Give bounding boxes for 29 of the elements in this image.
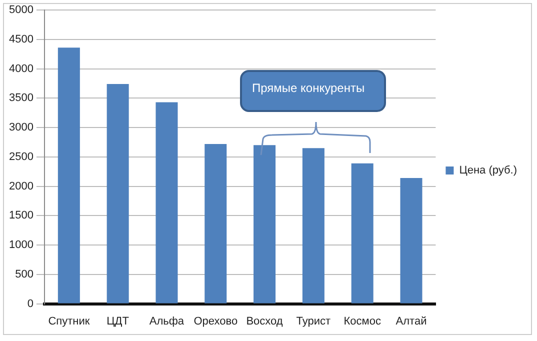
- y-tick-label: 2500: [8, 150, 34, 163]
- x-tick-label: Турист: [296, 315, 331, 328]
- y-tick-label: 4500: [8, 33, 34, 46]
- x-tick-label: Альфа: [149, 315, 185, 328]
- x-tick-label: Спутник: [48, 315, 90, 328]
- bar: [106, 84, 129, 304]
- bar: [400, 178, 422, 304]
- y-tick-label: 2000: [8, 180, 34, 192]
- bar: [351, 163, 374, 304]
- bar: [156, 102, 178, 304]
- bar: [254, 145, 276, 304]
- y-tick-label: 4000: [8, 62, 34, 75]
- bar: [302, 148, 324, 304]
- y-tick-label: 3000: [8, 122, 34, 134]
- bar: [204, 144, 227, 304]
- annotation: Прямые конкуренты: [240, 70, 386, 112]
- bar: [58, 48, 80, 304]
- x-tick-label: Восход: [246, 315, 284, 328]
- y-tick-label: 1000: [8, 239, 34, 252]
- y-tick-label: 1500: [8, 210, 34, 222]
- x-tick-label: Космос: [344, 315, 382, 328]
- y-tick-label: 0: [27, 298, 34, 310]
- legend-label: Цена (руб.): [459, 164, 518, 177]
- x-tick-label: Алтай: [396, 315, 427, 328]
- y-tick-label: 5000: [8, 4, 34, 16]
- x-tick-label: ЦДТ: [106, 315, 130, 328]
- y-tick-label: 500: [15, 268, 34, 280]
- x-tick-label: Орехово: [194, 315, 238, 328]
- y-tick-label: 3500: [8, 92, 34, 104]
